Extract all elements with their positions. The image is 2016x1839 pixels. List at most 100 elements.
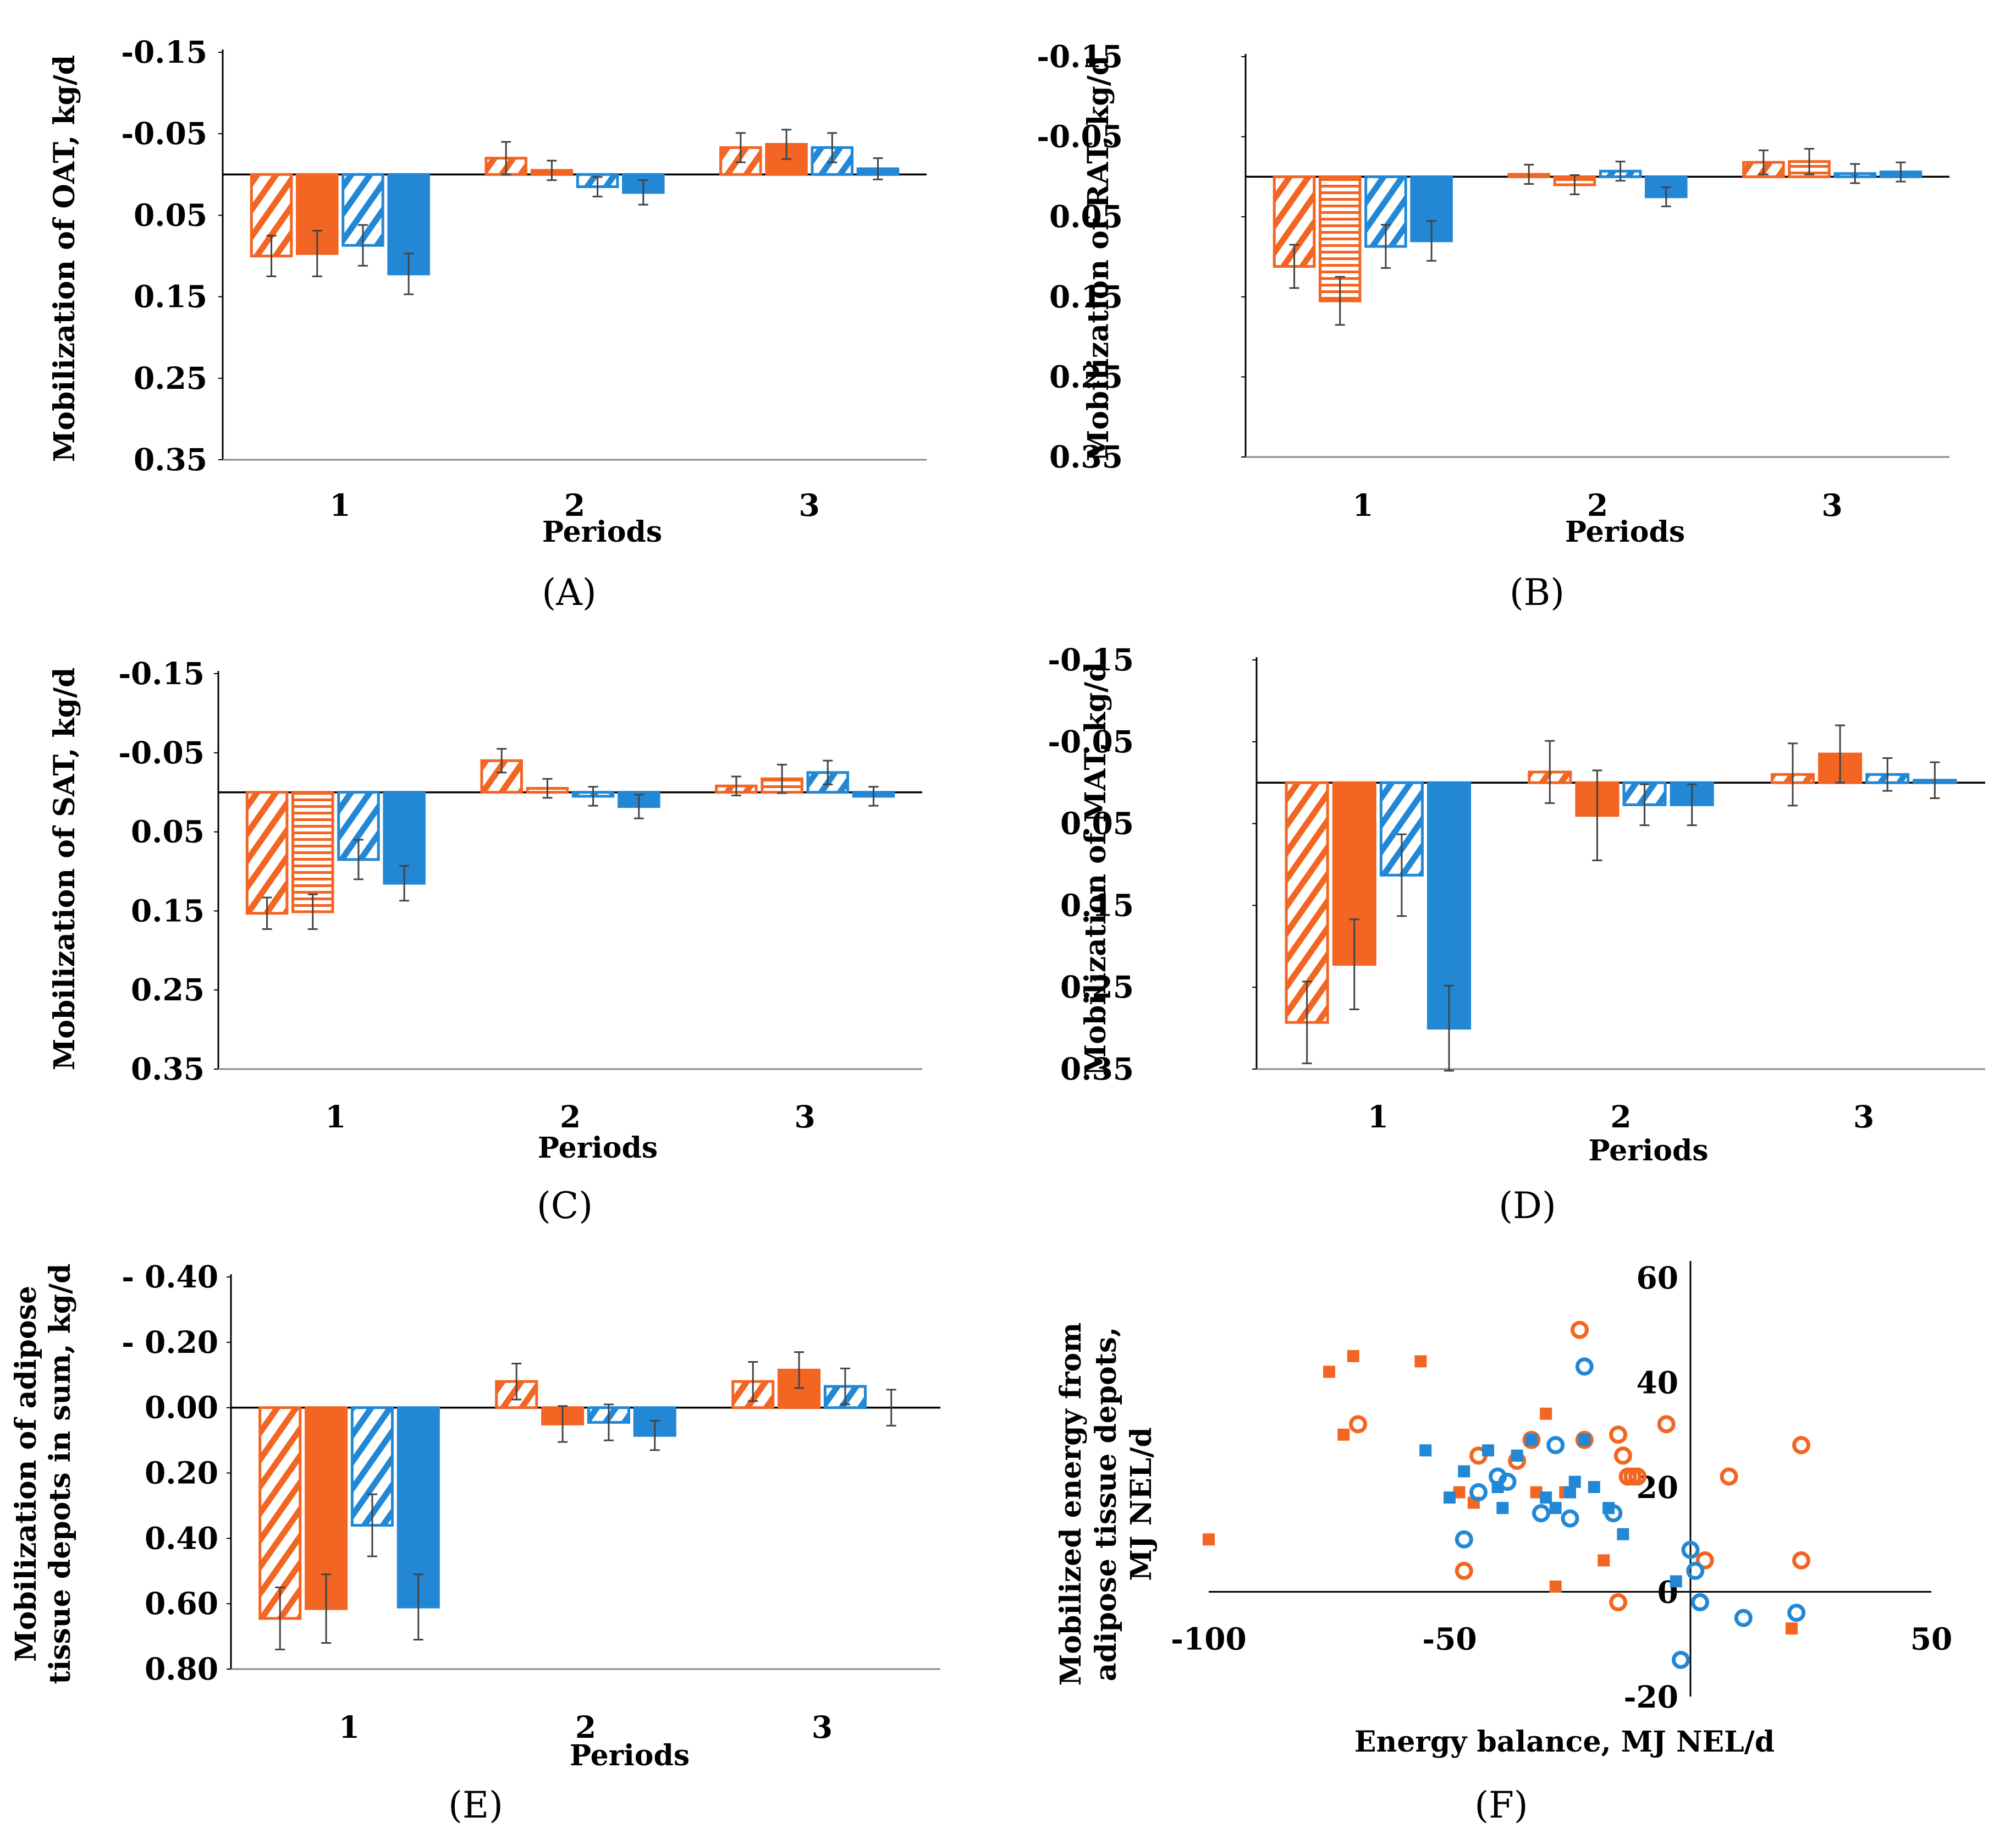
x-tick-label: 3 bbox=[1822, 487, 1843, 523]
panel-label: (D) bbox=[1499, 1185, 1556, 1227]
x-axis-label: Periods bbox=[1588, 1134, 1708, 1168]
bar bbox=[350, 1406, 394, 1527]
y-tick-label: 0.35 bbox=[134, 442, 207, 477]
orange-square-point bbox=[1453, 1486, 1466, 1499]
x-tick-label: 50 bbox=[1910, 1621, 1953, 1657]
panel-a: -0.15 -0.05 0.05 0.15 0.25 0.35 Mobilization o… bbox=[48, 34, 927, 614]
orange-square-point bbox=[1414, 1355, 1427, 1368]
blue-circle-point bbox=[1532, 1504, 1550, 1523]
y-tick-label: 0.15 bbox=[1060, 887, 1134, 923]
y-tick-label: 0.00 bbox=[145, 1390, 218, 1425]
x-tick-label: 1 bbox=[1368, 1099, 1389, 1135]
blue-circle-point bbox=[1686, 1561, 1705, 1580]
y-tick-label: 0.25 bbox=[131, 972, 205, 1007]
bar bbox=[1273, 175, 1316, 268]
orange-square-point bbox=[1530, 1486, 1543, 1499]
blue-square-point bbox=[1419, 1444, 1432, 1457]
y-axis-label: Mobilization of MAT, kg/d bbox=[1079, 662, 1112, 1076]
y-axis-label: Mobilization of adiposetissue depots in … bbox=[9, 1264, 77, 1684]
x-tick-label: 2 bbox=[1610, 1099, 1631, 1135]
orange-circle-point bbox=[1792, 1436, 1810, 1455]
orange-square-point bbox=[1549, 1580, 1562, 1593]
orange-circle-point bbox=[1628, 1467, 1647, 1486]
orange-square-point bbox=[1347, 1350, 1359, 1362]
blue-square-point bbox=[1549, 1502, 1562, 1515]
y-tick-label: 0.35 bbox=[131, 1051, 205, 1087]
y-tick-label: 60 bbox=[1636, 1260, 1678, 1296]
y-tick-label: -0.05 bbox=[118, 735, 205, 770]
orange-square-point bbox=[1337, 1428, 1350, 1441]
x-tick-label: -50 bbox=[1422, 1621, 1477, 1657]
panel-e: - 0.40 - 0.20 0.00 0.20 0.40 0.60 0.80 Mobiliza… bbox=[9, 1259, 940, 1826]
y-tick-label: -0.15 bbox=[121, 34, 207, 70]
x-tick-label: 2 bbox=[575, 1709, 596, 1745]
panel-label: (B) bbox=[1510, 571, 1565, 614]
x-axis-label: Periods bbox=[1565, 515, 1685, 549]
y-tick-label: 0.15 bbox=[1049, 279, 1123, 315]
x-axis-label: Energy balance, MJ NEL/d bbox=[1354, 1725, 1775, 1759]
blue-square-point bbox=[1444, 1491, 1456, 1504]
blue-square-point bbox=[1568, 1475, 1581, 1488]
orange-circle-point bbox=[1609, 1425, 1628, 1444]
x-tick-label: 3 bbox=[799, 487, 820, 523]
x-tick-label: 3 bbox=[812, 1709, 833, 1745]
y-tick-label: -0.15 bbox=[1048, 642, 1134, 678]
blue-circle-point bbox=[1691, 1593, 1710, 1612]
y-tick-label: 0.05 bbox=[1060, 806, 1134, 841]
x-axis-label: Periods bbox=[542, 515, 662, 549]
panel-label: (F) bbox=[1474, 1784, 1528, 1826]
bar bbox=[245, 791, 289, 915]
x-tick-label: 3 bbox=[1853, 1099, 1874, 1135]
y-axis-label: Mobilized energy fromadipose tissue depo… bbox=[1054, 1323, 1158, 1686]
y-tick-label: 0.05 bbox=[134, 197, 207, 233]
blue-circle-point bbox=[1671, 1650, 1690, 1669]
y-tick-label: -0.05 bbox=[1037, 119, 1123, 155]
orange-circle-point bbox=[1575, 1430, 1594, 1449]
orange-square-point bbox=[1785, 1622, 1798, 1635]
blue-circle-point bbox=[1734, 1609, 1753, 1627]
y-tick-label: -0.05 bbox=[121, 115, 207, 151]
blue-circle-point bbox=[1455, 1530, 1473, 1549]
blue-square-point bbox=[1670, 1575, 1682, 1588]
blue-circle-point bbox=[1561, 1509, 1579, 1528]
y-tick-label: 0.05 bbox=[131, 814, 205, 850]
y-tick-label: 0.25 bbox=[134, 360, 207, 396]
orange-square-point bbox=[1598, 1554, 1610, 1567]
x-tick-label: 2 bbox=[560, 1099, 581, 1135]
x-tick-label: 1 bbox=[329, 487, 350, 523]
x-tick-label: 3 bbox=[795, 1099, 816, 1135]
y-axis-label: Mobilization of SAT, kg/d bbox=[48, 668, 81, 1071]
y-tick-label: 0.40 bbox=[145, 1520, 218, 1556]
orange-circle-point bbox=[1571, 1320, 1589, 1339]
orange-circle-point bbox=[1455, 1561, 1473, 1580]
y-tick-label: 0.15 bbox=[131, 893, 205, 928]
y-tick-label: - 0.40 bbox=[122, 1259, 218, 1295]
orange-square-point bbox=[1323, 1366, 1335, 1378]
blue-square-point bbox=[1578, 1434, 1591, 1446]
panel-label: (A) bbox=[542, 571, 596, 614]
orange-square-point bbox=[1203, 1533, 1215, 1546]
y-tick-label: 0.25 bbox=[1060, 969, 1134, 1005]
blue-square-point bbox=[1525, 1434, 1538, 1446]
orange-circle-point bbox=[1522, 1430, 1541, 1449]
y-tick-label: 0.35 bbox=[1060, 1051, 1134, 1087]
x-tick-label: 1 bbox=[325, 1099, 346, 1135]
y-tick-label: 0.80 bbox=[145, 1651, 218, 1687]
blue-square-point bbox=[1511, 1449, 1523, 1462]
blue-circle-point bbox=[1787, 1604, 1806, 1622]
y-tick-label: 0.15 bbox=[134, 279, 207, 315]
blue-square-point bbox=[1617, 1528, 1629, 1540]
x-tick-label: 2 bbox=[1587, 487, 1608, 523]
blue-square-point bbox=[1496, 1502, 1509, 1515]
orange-circle-point bbox=[1657, 1415, 1676, 1434]
blue-square-point bbox=[1458, 1465, 1470, 1478]
y-tick-label: 0.05 bbox=[1049, 199, 1123, 234]
orange-circle-point bbox=[1720, 1467, 1738, 1486]
blue-circle-point bbox=[1546, 1436, 1565, 1455]
blue-square-point bbox=[1540, 1491, 1552, 1504]
blue-circle-point bbox=[1498, 1472, 1517, 1491]
orange-square-point bbox=[1540, 1407, 1552, 1420]
y-tick-label: -20 bbox=[1624, 1679, 1678, 1715]
